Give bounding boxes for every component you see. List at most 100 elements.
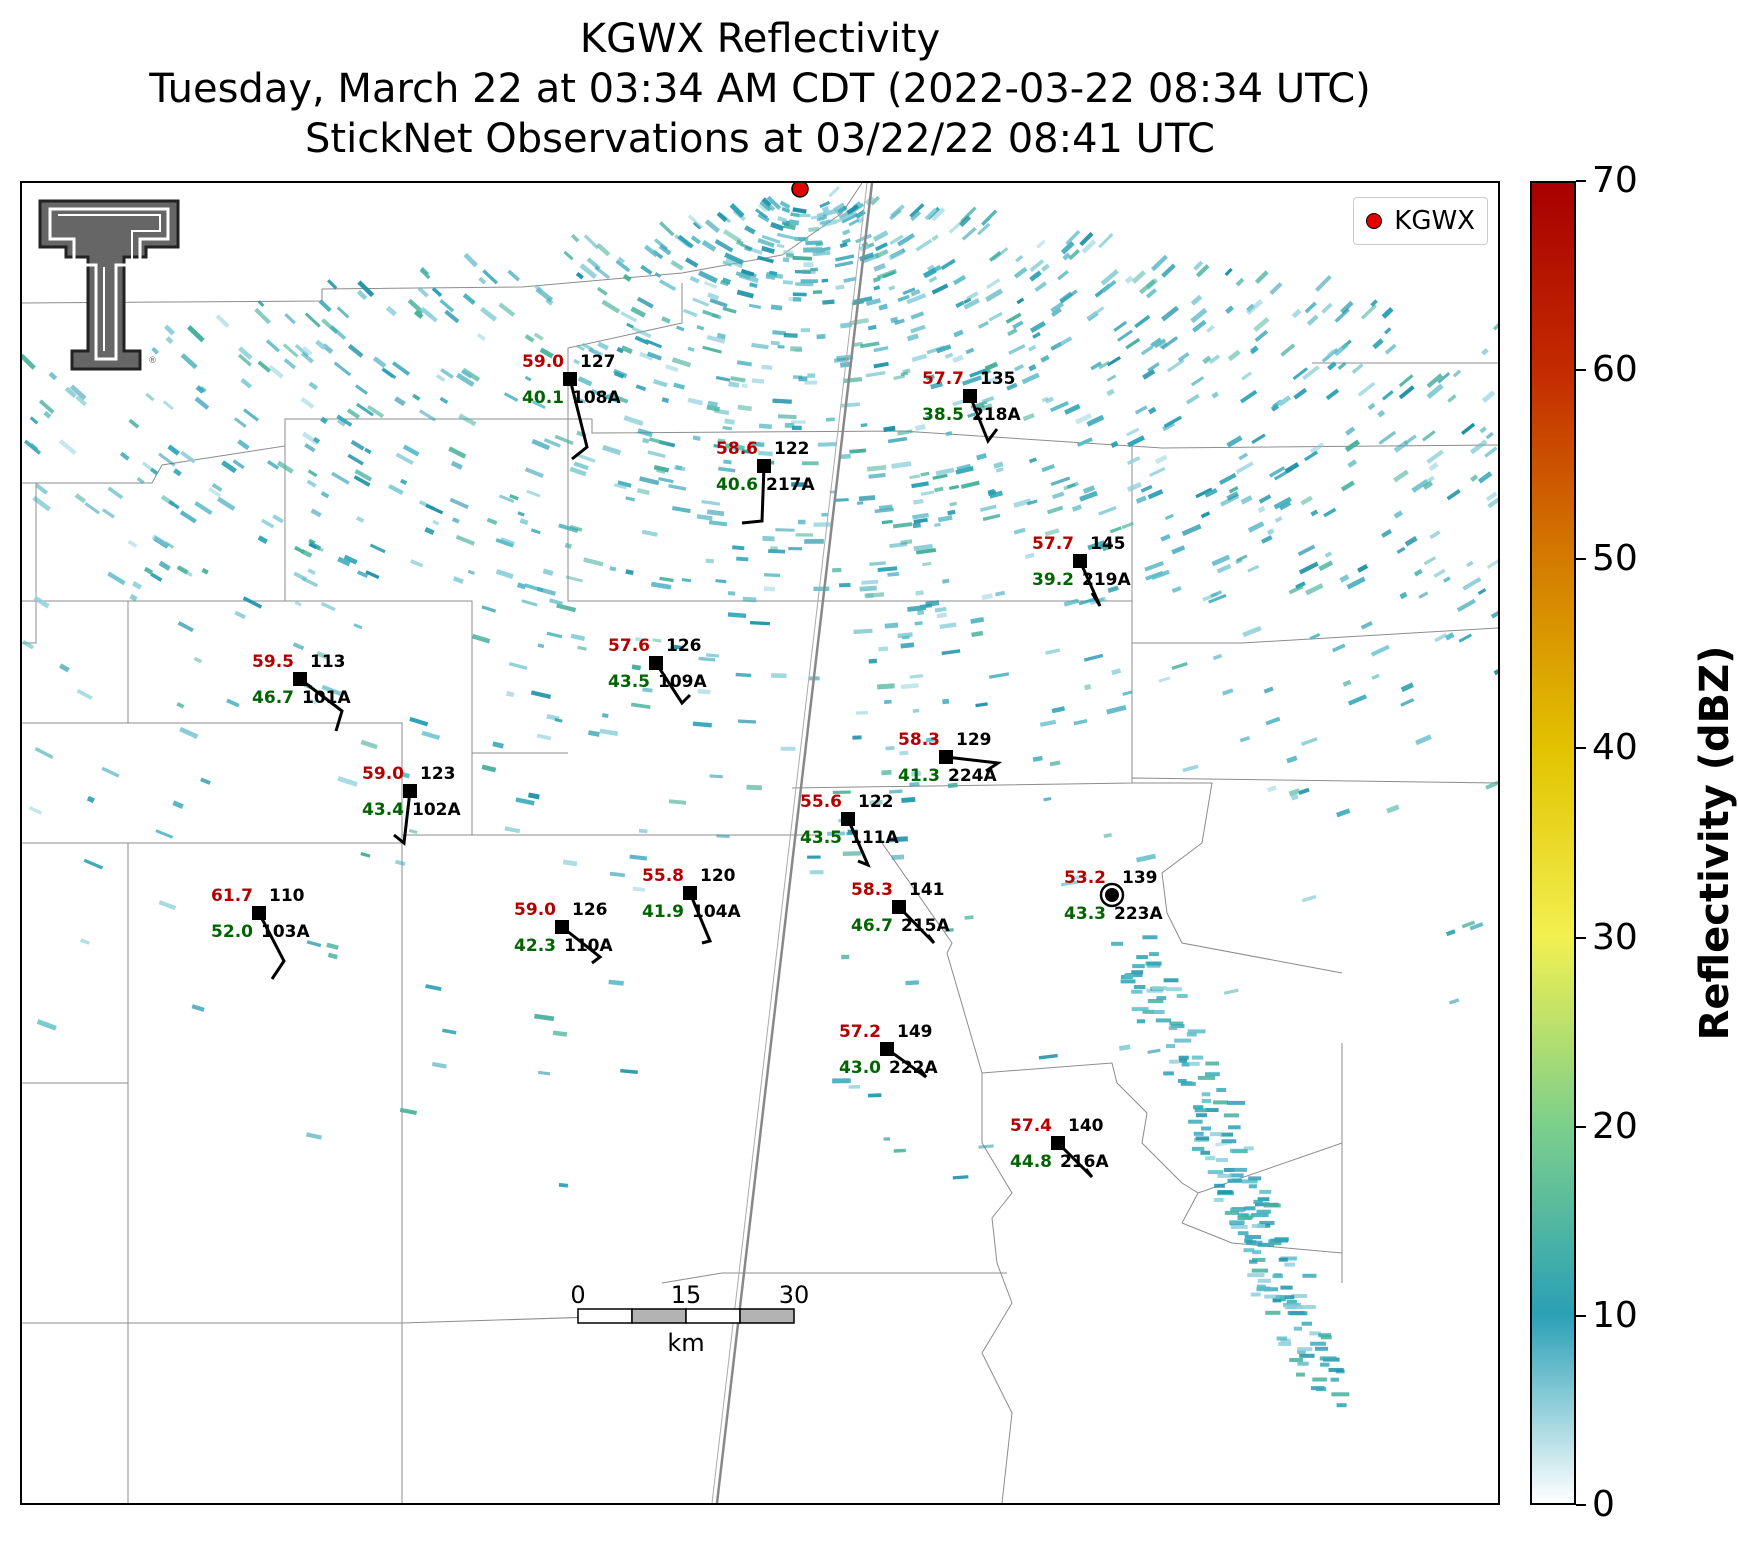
reflectivity-gate: [1323, 507, 1337, 518]
reflectivity-gate: [1151, 986, 1167, 991]
reflectivity-gate: [1200, 511, 1211, 519]
reflectivity-gate: [1299, 1305, 1316, 1309]
station-plot-217A[interactable]: 58.6 122 40.6 217A: [716, 439, 815, 525]
reflectivity-gate: [816, 216, 825, 222]
reflectivity-gate: [1087, 540, 1106, 551]
station-plot-222A[interactable]: 57.2 149 43.0 222A: [839, 1022, 938, 1079]
station-plot-108A[interactable]: 59.0 127 40.1 108A: [522, 352, 621, 461]
reflectivity-gate: [975, 702, 988, 708]
reflectivity-gate: [1241, 371, 1253, 381]
reflectivity-gate: [1205, 1072, 1220, 1077]
station-plot-215A[interactable]: 58.3 141 46.7 215A: [851, 880, 950, 945]
colorbar-tick-mark: [1576, 747, 1586, 750]
reflectivity-gate: [1225, 305, 1234, 315]
station-plot-111A[interactable]: 55.6 122 43.5 111A: [800, 792, 899, 868]
station-marker: [293, 672, 307, 686]
reflectivity-gate: [1217, 1190, 1233, 1194]
station-plot-219A[interactable]: 57.7 145 39.2 219A: [1032, 534, 1131, 607]
reflectivity-gate: [856, 501, 864, 505]
reflectivity-gate: [534, 284, 543, 293]
reflectivity-gate: [458, 413, 477, 427]
reflectivity-gate: [1276, 1336, 1288, 1341]
reflectivity-gate: [1028, 364, 1037, 372]
reflectivity-gate: [569, 466, 587, 477]
station-plot-224A[interactable]: 58.3 129 41.3 224A: [898, 730, 1003, 786]
reflectivity-gate: [881, 769, 892, 776]
reflectivity-gate: [1302, 365, 1320, 381]
reflectivity-gate: [1426, 449, 1444, 464]
radar-map[interactable]: ® 59.0 127 40.1 108A 58.6 122 40.6 217A 57.7 135 3…: [20, 181, 1500, 1505]
reflectivity-gate: [661, 316, 671, 324]
station-plot-101A[interactable]: 59.5 113 46.7 101A: [252, 652, 351, 732]
reflectivity-gate: [331, 471, 350, 485]
reflectivity-gate: [1415, 734, 1432, 746]
reflectivity-gate: [1245, 298, 1264, 316]
reflectivity-gate: [986, 375, 1002, 385]
reflectivity-gate: [1223, 988, 1239, 995]
reflectivity-gate: [300, 351, 314, 364]
reflectivity-gate: [878, 646, 889, 652]
reflectivity-gate: [596, 286, 608, 296]
reflectivity-gate: [828, 186, 840, 198]
reflectivity-gate: [155, 829, 174, 839]
station-plot-110A[interactable]: 59.0 126 42.3 110A: [514, 900, 613, 965]
station-plot-104A[interactable]: 55.8 120 41.9 104A: [642, 866, 741, 945]
reflectivity-gate: [1283, 1302, 1301, 1307]
reflectivity-gate: [758, 423, 772, 429]
station-marker: [880, 1042, 894, 1056]
station-dewpoint: 39.2: [1032, 570, 1074, 590]
station-plot-218A[interactable]: 57.7 135 38.5 218A: [922, 369, 1021, 445]
reflectivity-gate: [634, 335, 650, 346]
reflectivity-gate: [883, 1137, 891, 1141]
reflectivity-gate: [917, 609, 925, 616]
reflectivity-gate: [282, 343, 299, 358]
reflectivity-gate: [402, 444, 420, 457]
station-plot-223A[interactable]: 53.2 139 43.3 223A: [1064, 868, 1163, 924]
reflectivity-gate: [1309, 633, 1321, 641]
reflectivity-gate: [872, 276, 881, 283]
reflectivity-gate: [757, 255, 774, 264]
reflectivity-gate: [817, 442, 837, 447]
reflectivity-gate: [725, 257, 744, 269]
reflectivity-gate: [1230, 1208, 1245, 1213]
reflectivity-gate: [1253, 317, 1270, 333]
reflectivity-gate: [841, 238, 851, 245]
station-pressure: 110: [269, 886, 305, 906]
reflectivity-gate: [617, 480, 632, 488]
reflectivity-gate: [1393, 469, 1409, 483]
reflectivity-gate: [914, 621, 923, 626]
station-plot-216A[interactable]: 57.4 140 44.8 216A: [1010, 1116, 1109, 1179]
reflectivity-gate: [1188, 1119, 1203, 1124]
reflectivity-gate: [1214, 1183, 1225, 1188]
station-plot-103A[interactable]: 61.7 110 52.0 103A: [211, 886, 310, 980]
reflectivity-gate: [923, 268, 937, 279]
reflectivity-gate: [364, 447, 372, 455]
reflectivity-gate: [1268, 466, 1286, 478]
reflectivity-gate: [1230, 1167, 1247, 1172]
reflectivity-gate: [1284, 462, 1300, 474]
reflectivity-gate: [635, 384, 647, 392]
reflectivity-gate: [1147, 362, 1160, 372]
station-id: 217A: [766, 475, 815, 495]
reflectivity-gate: [1236, 554, 1248, 562]
reflectivity-gate: [751, 342, 769, 350]
reflectivity-gate: [799, 213, 811, 218]
reflectivity-gate: [1377, 409, 1386, 418]
kgwx-radar-marker[interactable]: [791, 183, 809, 198]
reflectivity-gate: [932, 473, 948, 480]
station-plot-102A[interactable]: 59.0 123 43.4 102A: [362, 764, 461, 846]
reflectivity-gate: [605, 394, 620, 404]
reflectivity-gate: [573, 461, 589, 471]
reflectivity-gate: [1196, 1113, 1208, 1118]
station-temperature: 55.6: [800, 792, 842, 812]
reflectivity-gate: [194, 396, 210, 410]
reflectivity-gate: [1154, 454, 1168, 465]
reflectivity-gate: [542, 568, 554, 576]
reflectivity-gate: [1147, 999, 1164, 1003]
reflectivity-gate: [1110, 440, 1119, 448]
reflectivity-gate: [208, 487, 222, 498]
reflectivity-gate: [1320, 1362, 1330, 1367]
station-dewpoint: 43.5: [800, 828, 842, 848]
reflectivity-gate: [353, 475, 371, 487]
station-plot-109A[interactable]: 57.6 126 43.5 109A: [608, 636, 707, 706]
